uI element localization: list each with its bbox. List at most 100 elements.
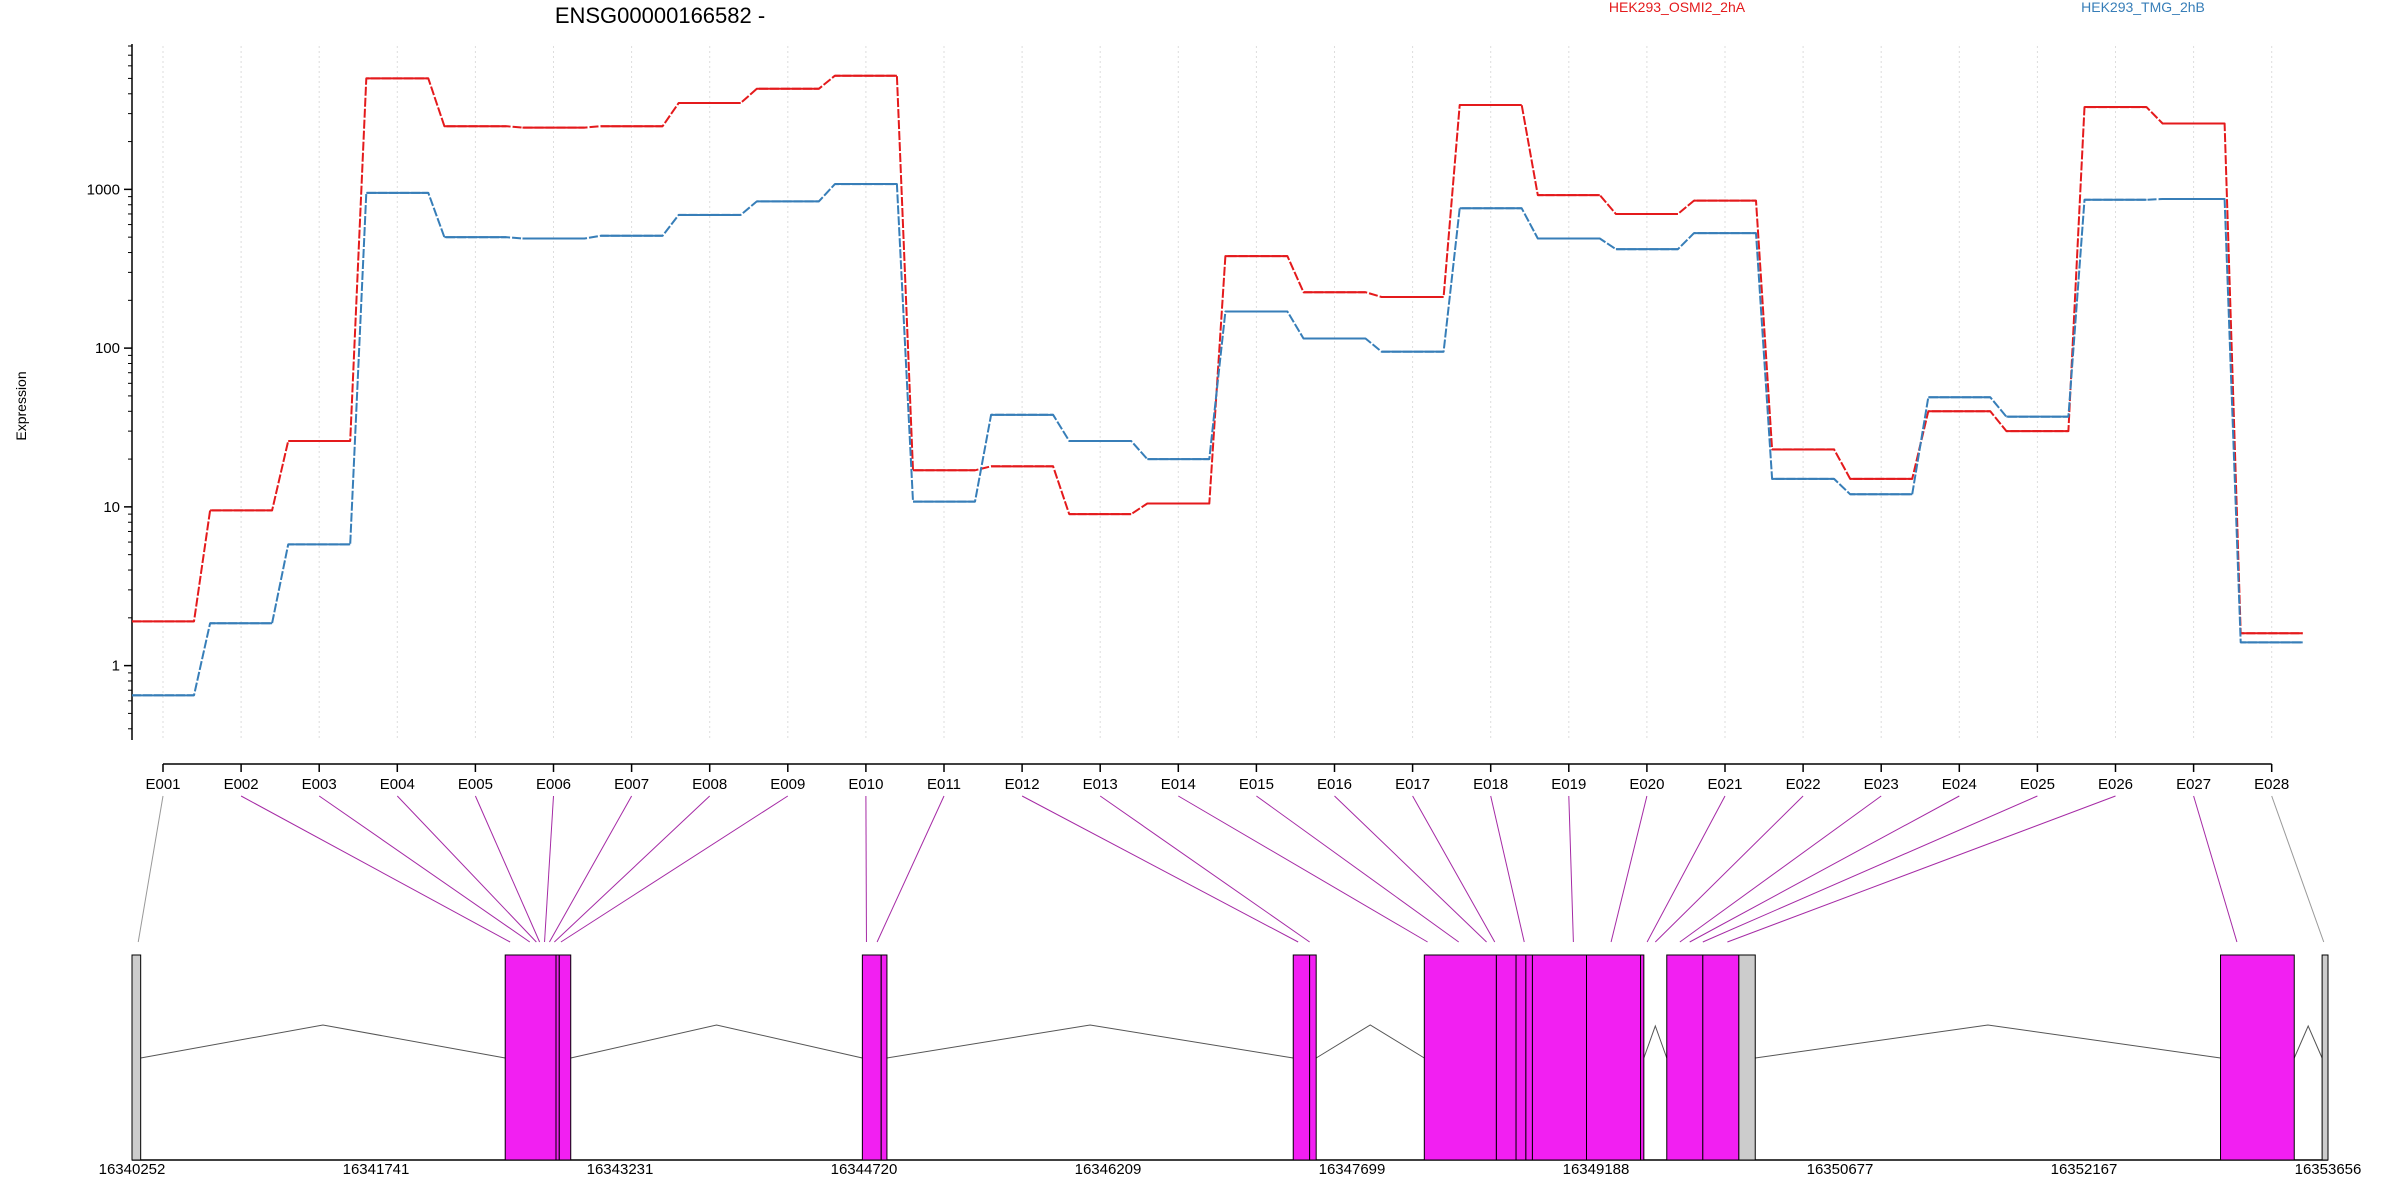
exon-connector-e002	[240, 795, 511, 943]
exon-connector-e017	[1412, 795, 1496, 943]
x-tick-label-e018: E018	[1473, 776, 1508, 793]
x-tick-label-e005: E005	[458, 776, 493, 793]
x-tick-label-e028: E028	[2254, 776, 2289, 793]
x-tick-label-e007: E007	[614, 776, 649, 793]
exon-connector-e013	[1099, 795, 1310, 943]
exon-connector-e012	[1021, 795, 1299, 943]
exon-connector-e027	[2193, 795, 2238, 943]
chart-title: ENSG00000166582 -	[555, 3, 765, 28]
exon-connector-e023	[1679, 795, 1882, 943]
exon-connector-e016	[1334, 795, 1487, 943]
genomic-tick-label: 16347699	[1319, 1161, 1386, 1178]
intron-line	[1755, 1024, 2221, 1059]
exon-block-coding	[558, 954, 572, 1161]
x-tick-label-e009: E009	[770, 776, 805, 793]
exon-block-coding	[1640, 954, 1645, 1161]
exon-block-coding	[2220, 954, 2295, 1161]
exon-connector-e009	[560, 795, 789, 943]
genomic-tick-label: 16352167	[2051, 1161, 2118, 1178]
exon-connector-e008	[554, 795, 711, 943]
exon-connector-e026	[1727, 795, 2116, 943]
x-tick-label-e003: E003	[302, 776, 337, 793]
x-tick-label-e020: E020	[1629, 776, 1664, 793]
exon-connector-e005	[474, 795, 541, 943]
x-tick-label-e006: E006	[536, 776, 571, 793]
x-tick-label-e011: E011	[927, 776, 961, 793]
exon-block-coding	[504, 954, 557, 1161]
genomic-tick-label: 16349188	[1563, 1161, 1630, 1178]
genomic-tick-label: 16346209	[1075, 1161, 1142, 1178]
exon-connector-e024	[1689, 795, 1960, 943]
exon-connector-e019	[1568, 795, 1574, 943]
x-tick-label-e002: E002	[224, 776, 259, 793]
exon-connector-e001	[137, 795, 164, 943]
x-tick-label-e013: E013	[1083, 776, 1118, 793]
exon-block-coding	[861, 954, 882, 1161]
intron-line	[570, 1024, 863, 1059]
exon-block-noncoding	[1738, 954, 1756, 1161]
exon-connector-e004	[396, 795, 537, 943]
exon-connector-e006	[544, 795, 554, 943]
x-tick-label-e022: E022	[1786, 776, 1821, 793]
exon-connector-e021	[1646, 795, 1726, 943]
exon-block-coding	[1495, 954, 1517, 1161]
exon-connector-e003	[318, 795, 531, 943]
exon-block-coding	[1309, 954, 1317, 1161]
intron-line	[1315, 1024, 1425, 1059]
genomic-tick-label: 16350677	[1807, 1161, 1874, 1178]
x-tick-label-e019: E019	[1551, 776, 1586, 793]
y-tick-label: 1000	[87, 181, 120, 198]
y-tick-label: 100	[95, 340, 120, 357]
x-tick-label-e010: E010	[848, 776, 883, 793]
y-tick-label: 1	[112, 658, 120, 675]
y-tick-label: 10	[103, 499, 120, 516]
series-line-tmg	[132, 183, 2303, 697]
exon-connectors	[137, 795, 2325, 943]
exon-connector-e020	[1610, 795, 1648, 943]
exon-block-coding	[1531, 954, 1587, 1161]
x-tick-label-e017: E017	[1395, 776, 1430, 793]
exon-block-coding	[1292, 954, 1311, 1161]
legend-item-osmi2: HEK293_OSMI2_2hA	[1609, 0, 1746, 15]
x-tick-label-e001: E001	[145, 776, 180, 793]
x-tick-label-e016: E016	[1317, 776, 1352, 793]
exon-block-coding	[1666, 954, 1704, 1161]
exon-block-coding	[1702, 954, 1740, 1161]
exon-block-coding	[1423, 954, 1497, 1161]
genomic-tick-label: 16340252	[99, 1161, 166, 1178]
x-tick-label-e021: E021	[1707, 776, 1742, 793]
exon-connector-e018	[1490, 795, 1525, 943]
exon-connector-e015	[1256, 795, 1460, 943]
exon-connector-e025	[1702, 795, 2038, 943]
exon-connector-e022	[1654, 795, 1804, 943]
x-tick-label-e004: E004	[380, 776, 415, 793]
y-axis-label: Expression	[13, 371, 29, 440]
exon-connector-e028	[2271, 795, 2325, 943]
exon-block-coding	[1515, 954, 1527, 1161]
exon-block-coding	[880, 954, 888, 1161]
x-tick-label-e026: E026	[2098, 776, 2133, 793]
grid-lines	[162, 46, 2273, 738]
axes: 1 10 100 1000 E001 E002 E003 E004 E005 E006 E007 E0…	[87, 44, 2289, 793]
intron-line	[2293, 1024, 2323, 1059]
x-tick-label-e008: E008	[692, 776, 727, 793]
genomic-tick-label: 16344720	[831, 1161, 898, 1178]
exon-connector-e011	[876, 795, 945, 943]
legend-item-tmg: HEK293_TMG_2hB	[2081, 0, 2205, 15]
series-line-osmi2	[132, 74, 2303, 635]
intron-line	[1643, 1024, 1668, 1059]
x-tick-label-e025: E025	[2020, 776, 2055, 793]
x-tick-label-e024: E024	[1942, 776, 1977, 793]
exon-connector-e010	[865, 795, 867, 943]
genomic-tick-label: 16343231	[587, 1161, 654, 1178]
gene-model: 16340252 16341741 16343231 16344720 16346209…	[99, 954, 2362, 1178]
exon-block-coding	[1525, 954, 1533, 1161]
intron-line	[886, 1024, 1294, 1059]
genomic-tick-label: 16341741	[343, 1161, 410, 1178]
exon-block-noncoding	[131, 954, 142, 1161]
x-tick-label-e012: E012	[1005, 776, 1040, 793]
exon-connector-e014	[1178, 795, 1428, 943]
genomic-tick-label: 16353656	[2295, 1161, 2362, 1178]
intron-line	[140, 1024, 506, 1059]
